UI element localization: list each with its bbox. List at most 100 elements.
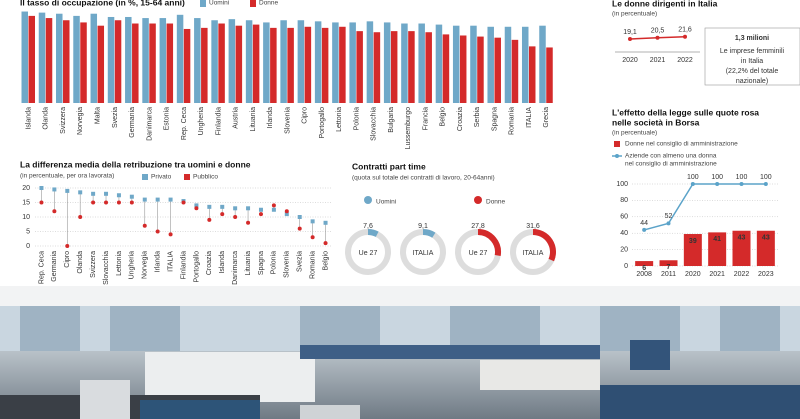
line [643,183,766,231]
bar [635,261,654,266]
pubblico-mark [129,200,134,205]
legend-label: Donne [259,0,279,7]
chart-subtitle: (in percentuale) [612,130,657,137]
bar [304,26,312,103]
chart-title: La differenza media della retribuzione t… [20,159,251,169]
bar [683,234,702,266]
x-tick-label: Slovenia [284,107,291,134]
x-tick-label: Serbia [474,107,481,127]
x-tick-label: Slovenia [284,251,291,278]
office-photo [0,286,800,419]
y-tick-label: 20 [620,246,628,253]
privato-mark [258,207,263,212]
category-label: Ue 27 [469,250,488,257]
value-label: 41 [713,236,721,243]
bar [97,25,105,103]
y-tick-label: 0 [26,243,30,250]
bar [408,31,415,104]
pubblico-mark [284,209,289,214]
x-tick-label: Ungheria [129,251,136,280]
value-label: 9,1 [418,223,428,230]
point [763,182,768,186]
bar [321,27,329,103]
x-tick-label: Norvegia [142,251,149,279]
bar [28,15,35,104]
x-tick-label: Lussemburgo [405,107,412,150]
x-tick-label: Danimarca [146,107,153,141]
y-tick-label: 15 [22,199,30,206]
legend-icon [364,196,372,204]
x-tick-label: Lituania [250,107,257,132]
bar [539,25,546,103]
x-tick-label: 2021 [709,271,725,278]
legend-label: Uomini [376,199,396,206]
value-label: 31,6 [526,223,540,230]
x-tick-label: Lituania [245,251,252,276]
pubblico-mark [78,215,83,219]
x-tick-label: Islanda [219,251,226,274]
bar [494,37,501,103]
privato-mark [310,219,315,224]
chart-subtitle: (in percentuale, per ora lavorata) [20,173,114,180]
x-tick-label: 2011 [661,271,676,278]
x-tick-label: 2023 [758,271,774,278]
legend-dot [615,154,619,158]
point [683,34,687,39]
x-tick-label: Lettonia [336,107,343,132]
x-tick-label: Bulgaria [388,107,395,133]
bar [114,20,122,103]
privato-mark [39,186,44,190]
chart-title: Il tasso di occupazione (in %, 15-64 ann… [20,0,185,7]
y-tick-label: 20 [22,185,30,192]
legend-label: nel consiglio di amministrazione [625,161,717,168]
y-tick-label: 0 [624,263,628,270]
bar [218,23,225,104]
bar [546,47,553,103]
value-label: 100 [760,174,772,181]
privato-mark [52,187,57,192]
point [739,182,744,186]
x-tick-label: Portogallo [193,251,200,283]
x-tick-label: Germania [51,251,58,282]
value-label: 21,6 [678,27,692,34]
annotation: (22,2% del totale [726,68,779,75]
bar [235,25,243,103]
point [666,221,671,226]
chart-title: Le donne dirigenti in Italia [612,0,718,8]
privato-mark [91,191,96,196]
value-label: 100 [736,174,748,181]
legend-label: Aziende con almeno una donna [625,153,717,160]
donut-arc [367,229,379,237]
chart-title: nelle società in Borsa [612,117,700,127]
privato-mark [104,191,109,196]
bar [401,23,408,104]
pubblico-mark [233,215,238,219]
legend-swatch [614,141,620,147]
value-label: 43 [762,235,770,242]
x-tick-label: Romania [309,251,316,279]
x-tick-label: Irlanda [267,107,274,129]
legend-swatch [184,174,190,180]
privato-mark [220,204,225,209]
note-box [704,27,800,86]
category-label: Ue 27 [359,250,378,257]
x-tick-label: Portogallo [319,107,326,139]
bar [73,15,80,104]
x-tick-label: Svezia [297,251,304,272]
bar [107,16,115,104]
privato-mark [78,190,83,195]
legend-label: Pubblico [193,174,218,181]
x-tick-label: Irlanda [155,251,162,273]
bar [418,23,425,104]
x-tick-label: Danimarca [232,251,239,285]
pubblico-mark [155,229,160,234]
value-label: 6 [642,265,646,272]
bar [366,21,374,103]
pubblico-mark [116,200,121,205]
x-tick-label: Ungheria [198,107,205,136]
value-label: 7,6 [363,223,373,230]
point [715,182,720,186]
x-tick-label: Polonia [353,107,360,130]
bar [442,34,450,103]
x-tick-label: Spagna [258,251,265,275]
